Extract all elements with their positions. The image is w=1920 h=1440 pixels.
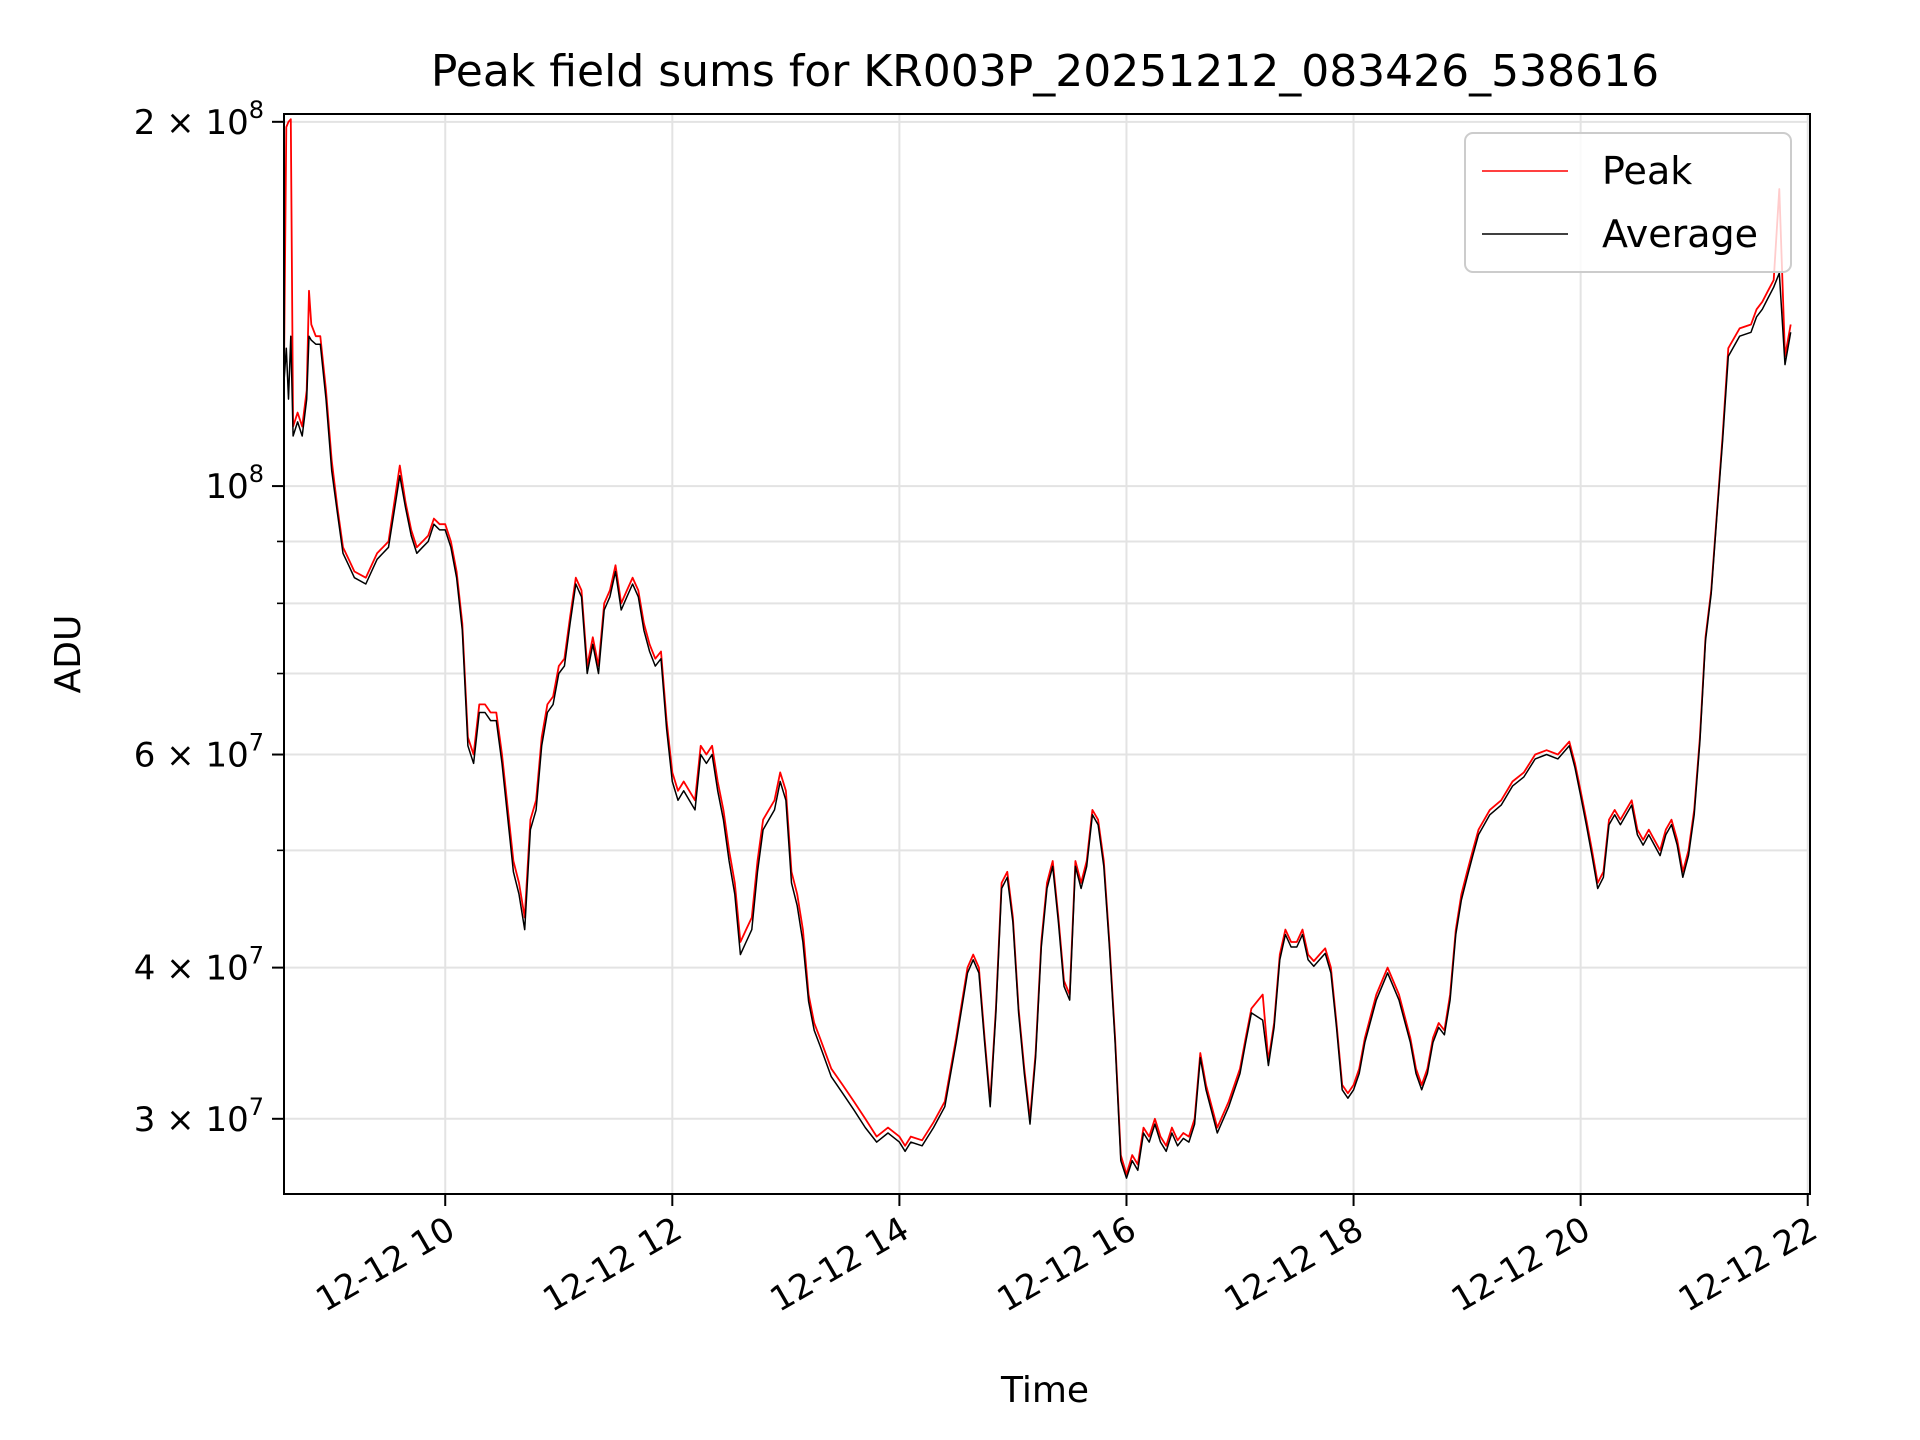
legend-box <box>1464 132 1792 273</box>
legend-label-average: Average <box>1602 212 1758 256</box>
grid-layer <box>284 114 1810 1194</box>
y-tick-label: 2 × 108 <box>134 96 264 143</box>
series-line-average <box>284 272 1792 1179</box>
y-tick-label: 108 <box>205 460 264 507</box>
y-tick-label: 3 × 107 <box>134 1093 264 1140</box>
y-axis: 3 × 107 4 × 107 6 × 107 108 2 × 108 <box>134 96 284 1140</box>
x-axis-label: Time <box>1000 1370 1089 1411</box>
y-tick-label: 6 × 107 <box>134 729 264 776</box>
plot-frame <box>283 113 1811 1195</box>
plot-series-group <box>284 118 1792 1179</box>
y-tick-label: 4 × 107 <box>134 942 264 989</box>
y-axis-label: ADU <box>48 615 89 694</box>
legend: Peak Average <box>1464 132 1792 273</box>
chart-title: Peak field sums for KR003P_20251212_0834… <box>431 46 1659 97</box>
legend-label-peak: Peak <box>1602 149 1692 193</box>
